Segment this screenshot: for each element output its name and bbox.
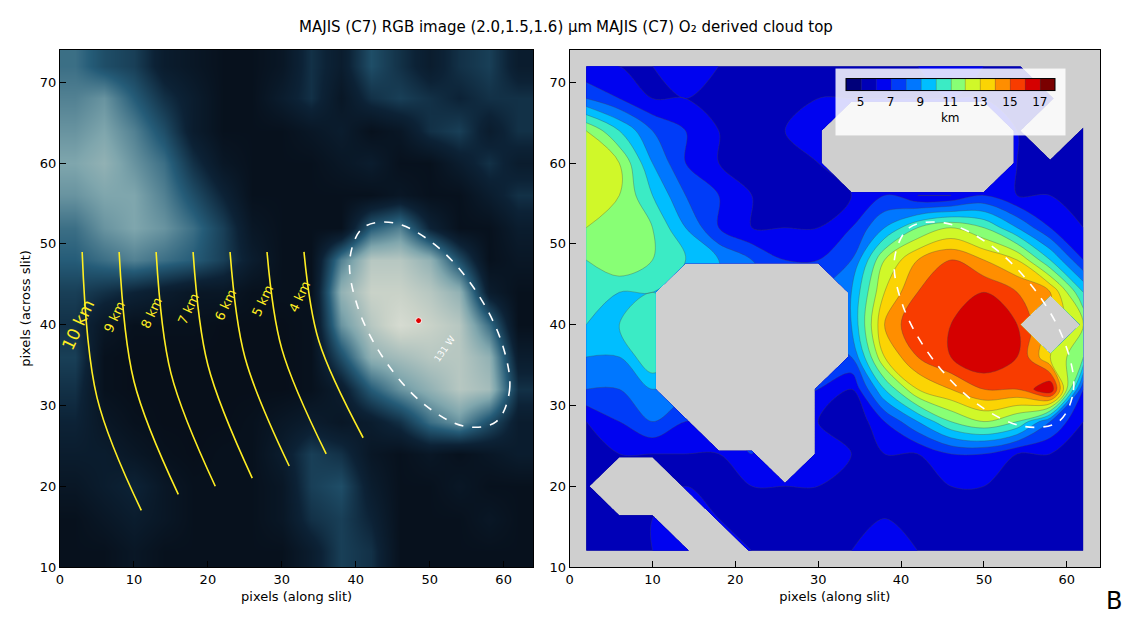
svg-text:10: 10 xyxy=(40,560,57,575)
svg-text:0: 0 xyxy=(565,572,573,587)
svg-text:50: 50 xyxy=(421,572,438,587)
svg-text:13: 13 xyxy=(972,95,987,109)
svg-text:9: 9 xyxy=(917,95,925,109)
svg-text:40: 40 xyxy=(549,317,566,332)
svg-text:60: 60 xyxy=(1059,572,1076,587)
svg-text:MAJIS (C7) RGB image (2.0,1.5,: MAJIS (C7) RGB image (2.0,1.5,1.6) μm xyxy=(299,18,592,36)
svg-text:50: 50 xyxy=(549,236,566,251)
svg-text:0: 0 xyxy=(56,572,64,587)
svg-text:6 km: 6 km xyxy=(212,287,239,323)
svg-text:30: 30 xyxy=(549,398,566,413)
svg-text:40: 40 xyxy=(40,317,57,332)
svg-text:10: 10 xyxy=(644,572,661,587)
svg-text:131 W: 131 W xyxy=(432,334,457,364)
svg-text:pixels (along slit): pixels (along slit) xyxy=(241,589,352,604)
svg-text:11: 11 xyxy=(943,95,958,109)
svg-text:70: 70 xyxy=(549,75,566,90)
svg-text:40: 40 xyxy=(893,572,910,587)
svg-text:20: 20 xyxy=(40,479,57,494)
svg-text:10: 10 xyxy=(549,560,566,575)
svg-text:B: B xyxy=(1106,587,1122,615)
svg-text:50: 50 xyxy=(40,236,57,251)
svg-text:50: 50 xyxy=(976,572,993,587)
svg-text:17: 17 xyxy=(1032,95,1047,109)
svg-text:30: 30 xyxy=(274,572,291,587)
svg-text:30: 30 xyxy=(40,398,57,413)
svg-text:5 km: 5 km xyxy=(249,283,276,319)
svg-text:10: 10 xyxy=(126,572,143,587)
svg-text:20: 20 xyxy=(200,572,217,587)
svg-text:60: 60 xyxy=(549,156,566,171)
svg-text:km: km xyxy=(941,111,960,125)
svg-text:4 km: 4 km xyxy=(286,279,313,315)
svg-text:7 km: 7 km xyxy=(175,291,202,327)
svg-text:15: 15 xyxy=(1002,95,1017,109)
svg-text:pixels (across slit): pixels (across slit) xyxy=(18,250,33,367)
svg-text:7: 7 xyxy=(887,95,895,109)
svg-text:pixels (along slit): pixels (along slit) xyxy=(779,589,890,604)
svg-text:60: 60 xyxy=(495,572,512,587)
svg-text:10 km: 10 km xyxy=(58,296,99,353)
svg-text:70: 70 xyxy=(40,75,57,90)
svg-text:20: 20 xyxy=(549,479,566,494)
svg-text:20: 20 xyxy=(727,572,744,587)
svg-text:MAJIS (C7) O₂ derived cloud to: MAJIS (C7) O₂ derived cloud top xyxy=(596,18,833,36)
svg-text:8 km: 8 km xyxy=(138,295,165,331)
svg-text:9 km: 9 km xyxy=(101,299,128,335)
svg-text:60: 60 xyxy=(40,156,57,171)
svg-text:40: 40 xyxy=(347,572,364,587)
svg-text:30: 30 xyxy=(810,572,827,587)
svg-text:5: 5 xyxy=(857,95,865,109)
